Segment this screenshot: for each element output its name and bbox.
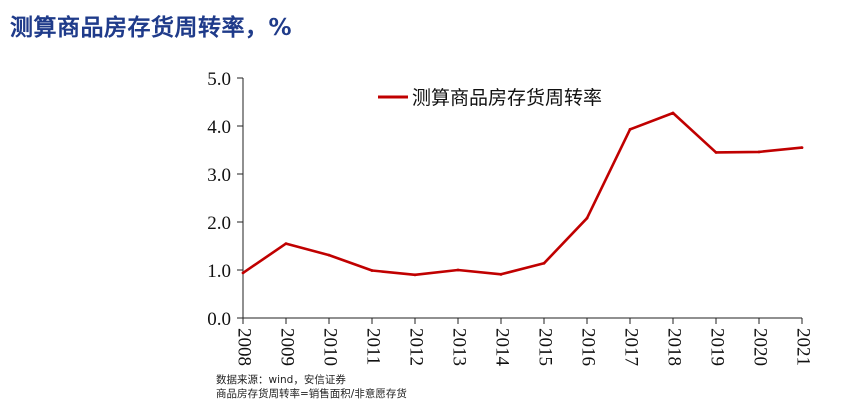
data-point bbox=[757, 150, 761, 154]
data-point bbox=[413, 273, 417, 277]
x-tick-label: 2010 bbox=[320, 328, 341, 366]
y-axis: 0.0 1.0 2.0 3.0 4.0 5.0 bbox=[207, 69, 244, 330]
y-tick-label: 4.0 bbox=[207, 117, 231, 138]
data-point bbox=[542, 261, 546, 265]
data-point bbox=[456, 268, 460, 272]
source-notes: 数据来源：wind，安信证券 商品房存货周转率=销售面积/非意愿存货 bbox=[216, 373, 407, 401]
x-tick-label: 2009 bbox=[277, 328, 298, 366]
x-axis: 2008 2009 2010 2011 2012 2013 2014 2015 2016 2017… bbox=[234, 317, 814, 367]
x-tick-label: 2014 bbox=[492, 328, 513, 367]
data-point bbox=[241, 271, 245, 275]
x-tick-label: 2017 bbox=[621, 328, 642, 366]
data-point bbox=[714, 151, 718, 154]
legend: 测算商品房存货周转率 bbox=[378, 87, 602, 109]
x-tick-label: 2012 bbox=[406, 328, 427, 366]
data-point bbox=[370, 269, 374, 272]
x-tick-label: 2015 bbox=[535, 328, 556, 366]
data-point bbox=[628, 127, 632, 131]
y-tick-label: 5.0 bbox=[207, 69, 231, 90]
data-point bbox=[499, 272, 503, 276]
data-point bbox=[800, 146, 804, 150]
data-point bbox=[284, 242, 288, 246]
y-tick-label: 3.0 bbox=[207, 165, 231, 186]
x-tick-label: 2011 bbox=[363, 328, 384, 365]
x-tick-label: 2020 bbox=[750, 328, 771, 366]
series-line bbox=[242, 111, 803, 277]
y-tick-label: 2.0 bbox=[207, 213, 231, 234]
source-note: 数据来源：wind，安信证券 bbox=[216, 374, 346, 386]
series-group bbox=[241, 111, 804, 277]
chart-title: 测算商品房存货周转率，% bbox=[10, 15, 293, 41]
data-point bbox=[671, 111, 675, 115]
y-tick-label: 1.0 bbox=[207, 261, 231, 282]
x-tick-label: 2018 bbox=[664, 328, 685, 366]
y-tick-label: 0.0 bbox=[207, 309, 231, 330]
x-tick-label: 2008 bbox=[234, 328, 255, 366]
legend-label: 测算商品房存货周转率 bbox=[412, 87, 602, 109]
x-tick-label: 2019 bbox=[707, 328, 728, 366]
x-tick-label: 2016 bbox=[578, 328, 599, 366]
formula-note: 商品房存货周转率=销售面积/非意愿存货 bbox=[216, 388, 407, 400]
x-tick-label: 2021 bbox=[793, 328, 814, 366]
x-tick-label: 2013 bbox=[449, 328, 470, 366]
data-point bbox=[327, 253, 331, 257]
data-point bbox=[585, 216, 589, 220]
